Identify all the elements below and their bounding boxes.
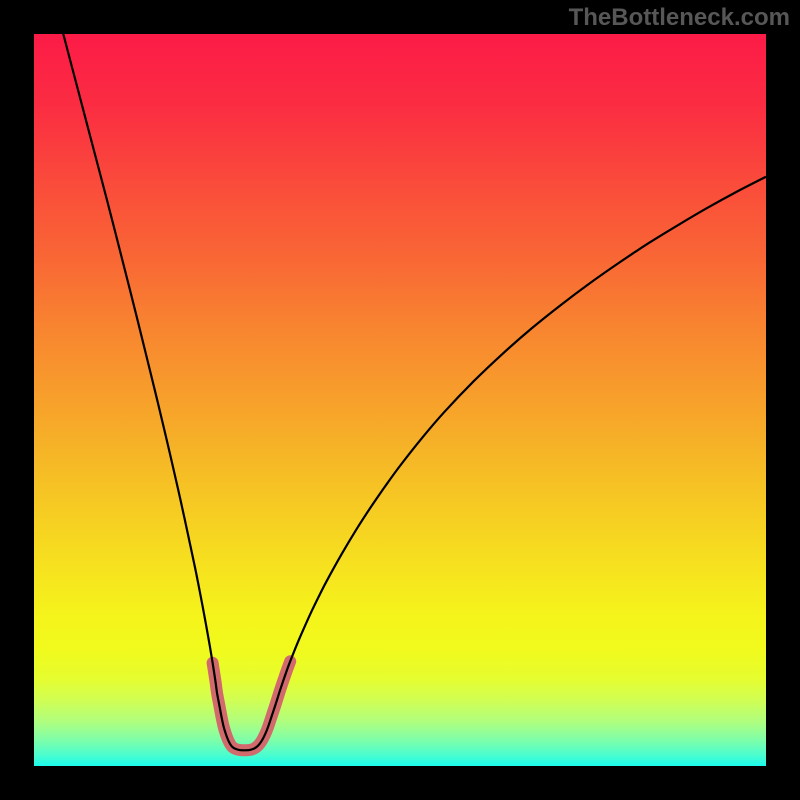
chart-container: TheBottleneck.com [0,0,800,800]
plot-area [34,34,766,766]
watermark-text: TheBottleneck.com [569,4,790,32]
plot-svg [34,34,766,766]
